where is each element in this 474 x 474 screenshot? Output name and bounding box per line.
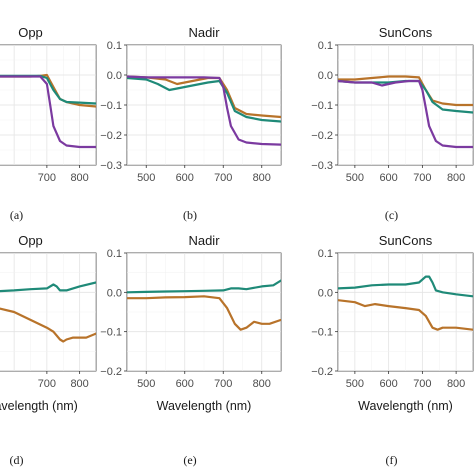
- y-tick-label: 0.1: [107, 40, 122, 52]
- panel-2: 500 600 700 800 0.1 0.0 −0.1 −0.2 −0.3 SunCons (c): [311, 25, 474, 222]
- series-group: [0, 281, 96, 343]
- x-tick-label: 700: [214, 172, 232, 184]
- x-tick-label: 800: [70, 172, 88, 184]
- series-group: [338, 75, 473, 149]
- y-tick-label: −0.1: [311, 100, 333, 112]
- series-group: [0, 73, 96, 149]
- x-tick-label: 800: [447, 172, 465, 184]
- x-tick-label: 800: [253, 172, 271, 184]
- panel-0: 700 800 Opp (a): [0, 25, 97, 222]
- series-group: [338, 275, 473, 331]
- series-line-0: [0, 281, 96, 293]
- series-line-2: [338, 79, 473, 149]
- panel-4: 500 600 700 800 0.1 0.0 −0.1 −0.2 Nadir Wavelengt…: [100, 233, 282, 467]
- x-tick-label: 700: [214, 378, 232, 390]
- y-tick-label: −0.2: [311, 130, 333, 142]
- panel-5: 500 600 700 800 0.1 0.0 −0.1 −0.2 SunCons Wavelen…: [311, 233, 474, 467]
- panel-caption: (d): [10, 453, 24, 467]
- panel-3: 700 800 Opp Wavelength (nm) (d): [0, 233, 97, 467]
- x-tick-label: 500: [346, 378, 364, 390]
- x-axis-title: Wavelength (nm): [0, 399, 78, 413]
- y-tick-label: −0.2: [100, 130, 122, 142]
- series-line-0: [338, 275, 473, 298]
- panel-title: SunCons: [379, 25, 433, 40]
- panel-caption: (f): [386, 453, 398, 467]
- panel-caption: (c): [385, 208, 398, 222]
- x-tick-label: 700: [413, 172, 431, 184]
- series-line-0: [127, 279, 281, 294]
- series-line-1: [0, 74, 96, 105]
- y-tick-label: 0.1: [318, 40, 333, 52]
- series-group: [127, 279, 281, 331]
- x-axis-title: Wavelength (nm): [358, 399, 453, 413]
- x-axis-title: Wavelength (nm): [157, 399, 252, 413]
- panel-title: Nadir: [188, 25, 220, 40]
- series-line-1: [127, 295, 281, 331]
- series-line-1: [338, 299, 473, 331]
- x-tick-label: 600: [379, 378, 397, 390]
- panel-caption: (e): [183, 453, 196, 467]
- y-tick-label: −0.2: [100, 366, 122, 378]
- y-tick-label: −0.3: [100, 160, 122, 172]
- x-tick-label: 500: [137, 172, 155, 184]
- x-tick-label: 800: [253, 378, 271, 390]
- y-tick-label: −0.1: [311, 327, 333, 339]
- x-tick-label: 800: [447, 378, 465, 390]
- x-tick-label: 700: [38, 378, 56, 390]
- series-line-0: [338, 75, 473, 107]
- series-line-2: [0, 75, 96, 149]
- x-tick-label: 500: [137, 378, 155, 390]
- x-tick-label: 600: [379, 172, 397, 184]
- panel-caption: (b): [183, 208, 197, 222]
- panel-title: Opp: [18, 25, 43, 40]
- x-tick-label: 600: [176, 172, 194, 184]
- series-line-1: [127, 76, 281, 123]
- y-tick-label: 0.0: [107, 70, 122, 82]
- y-tick-label: 0.0: [318, 70, 333, 82]
- panel-title: Nadir: [188, 233, 220, 248]
- panel-title: Opp: [18, 233, 43, 248]
- series-line-2: [127, 75, 281, 146]
- x-tick-label: 700: [413, 378, 431, 390]
- y-tick-label: −0.3: [311, 160, 333, 172]
- panel-1: 500 600 700 800 0.1 0.0 −0.1 −0.2 −0.3 Nadir (b): [100, 25, 282, 222]
- series-group: [127, 75, 281, 146]
- y-tick-label: 0.0: [318, 287, 333, 299]
- panel-title: SunCons: [379, 233, 433, 248]
- x-tick-label: 500: [346, 172, 364, 184]
- x-tick-label: 600: [176, 378, 194, 390]
- y-tick-label: −0.1: [100, 327, 122, 339]
- series-line-1: [0, 307, 96, 343]
- y-tick-label: 0.0: [107, 287, 122, 299]
- y-tick-label: −0.2: [311, 366, 333, 378]
- x-tick-label: 700: [38, 172, 56, 184]
- y-tick-label: 0.1: [318, 248, 333, 260]
- y-tick-label: 0.1: [107, 248, 122, 260]
- panel-caption: (a): [10, 208, 23, 222]
- x-tick-label: 800: [70, 378, 88, 390]
- y-tick-label: −0.1: [100, 100, 122, 112]
